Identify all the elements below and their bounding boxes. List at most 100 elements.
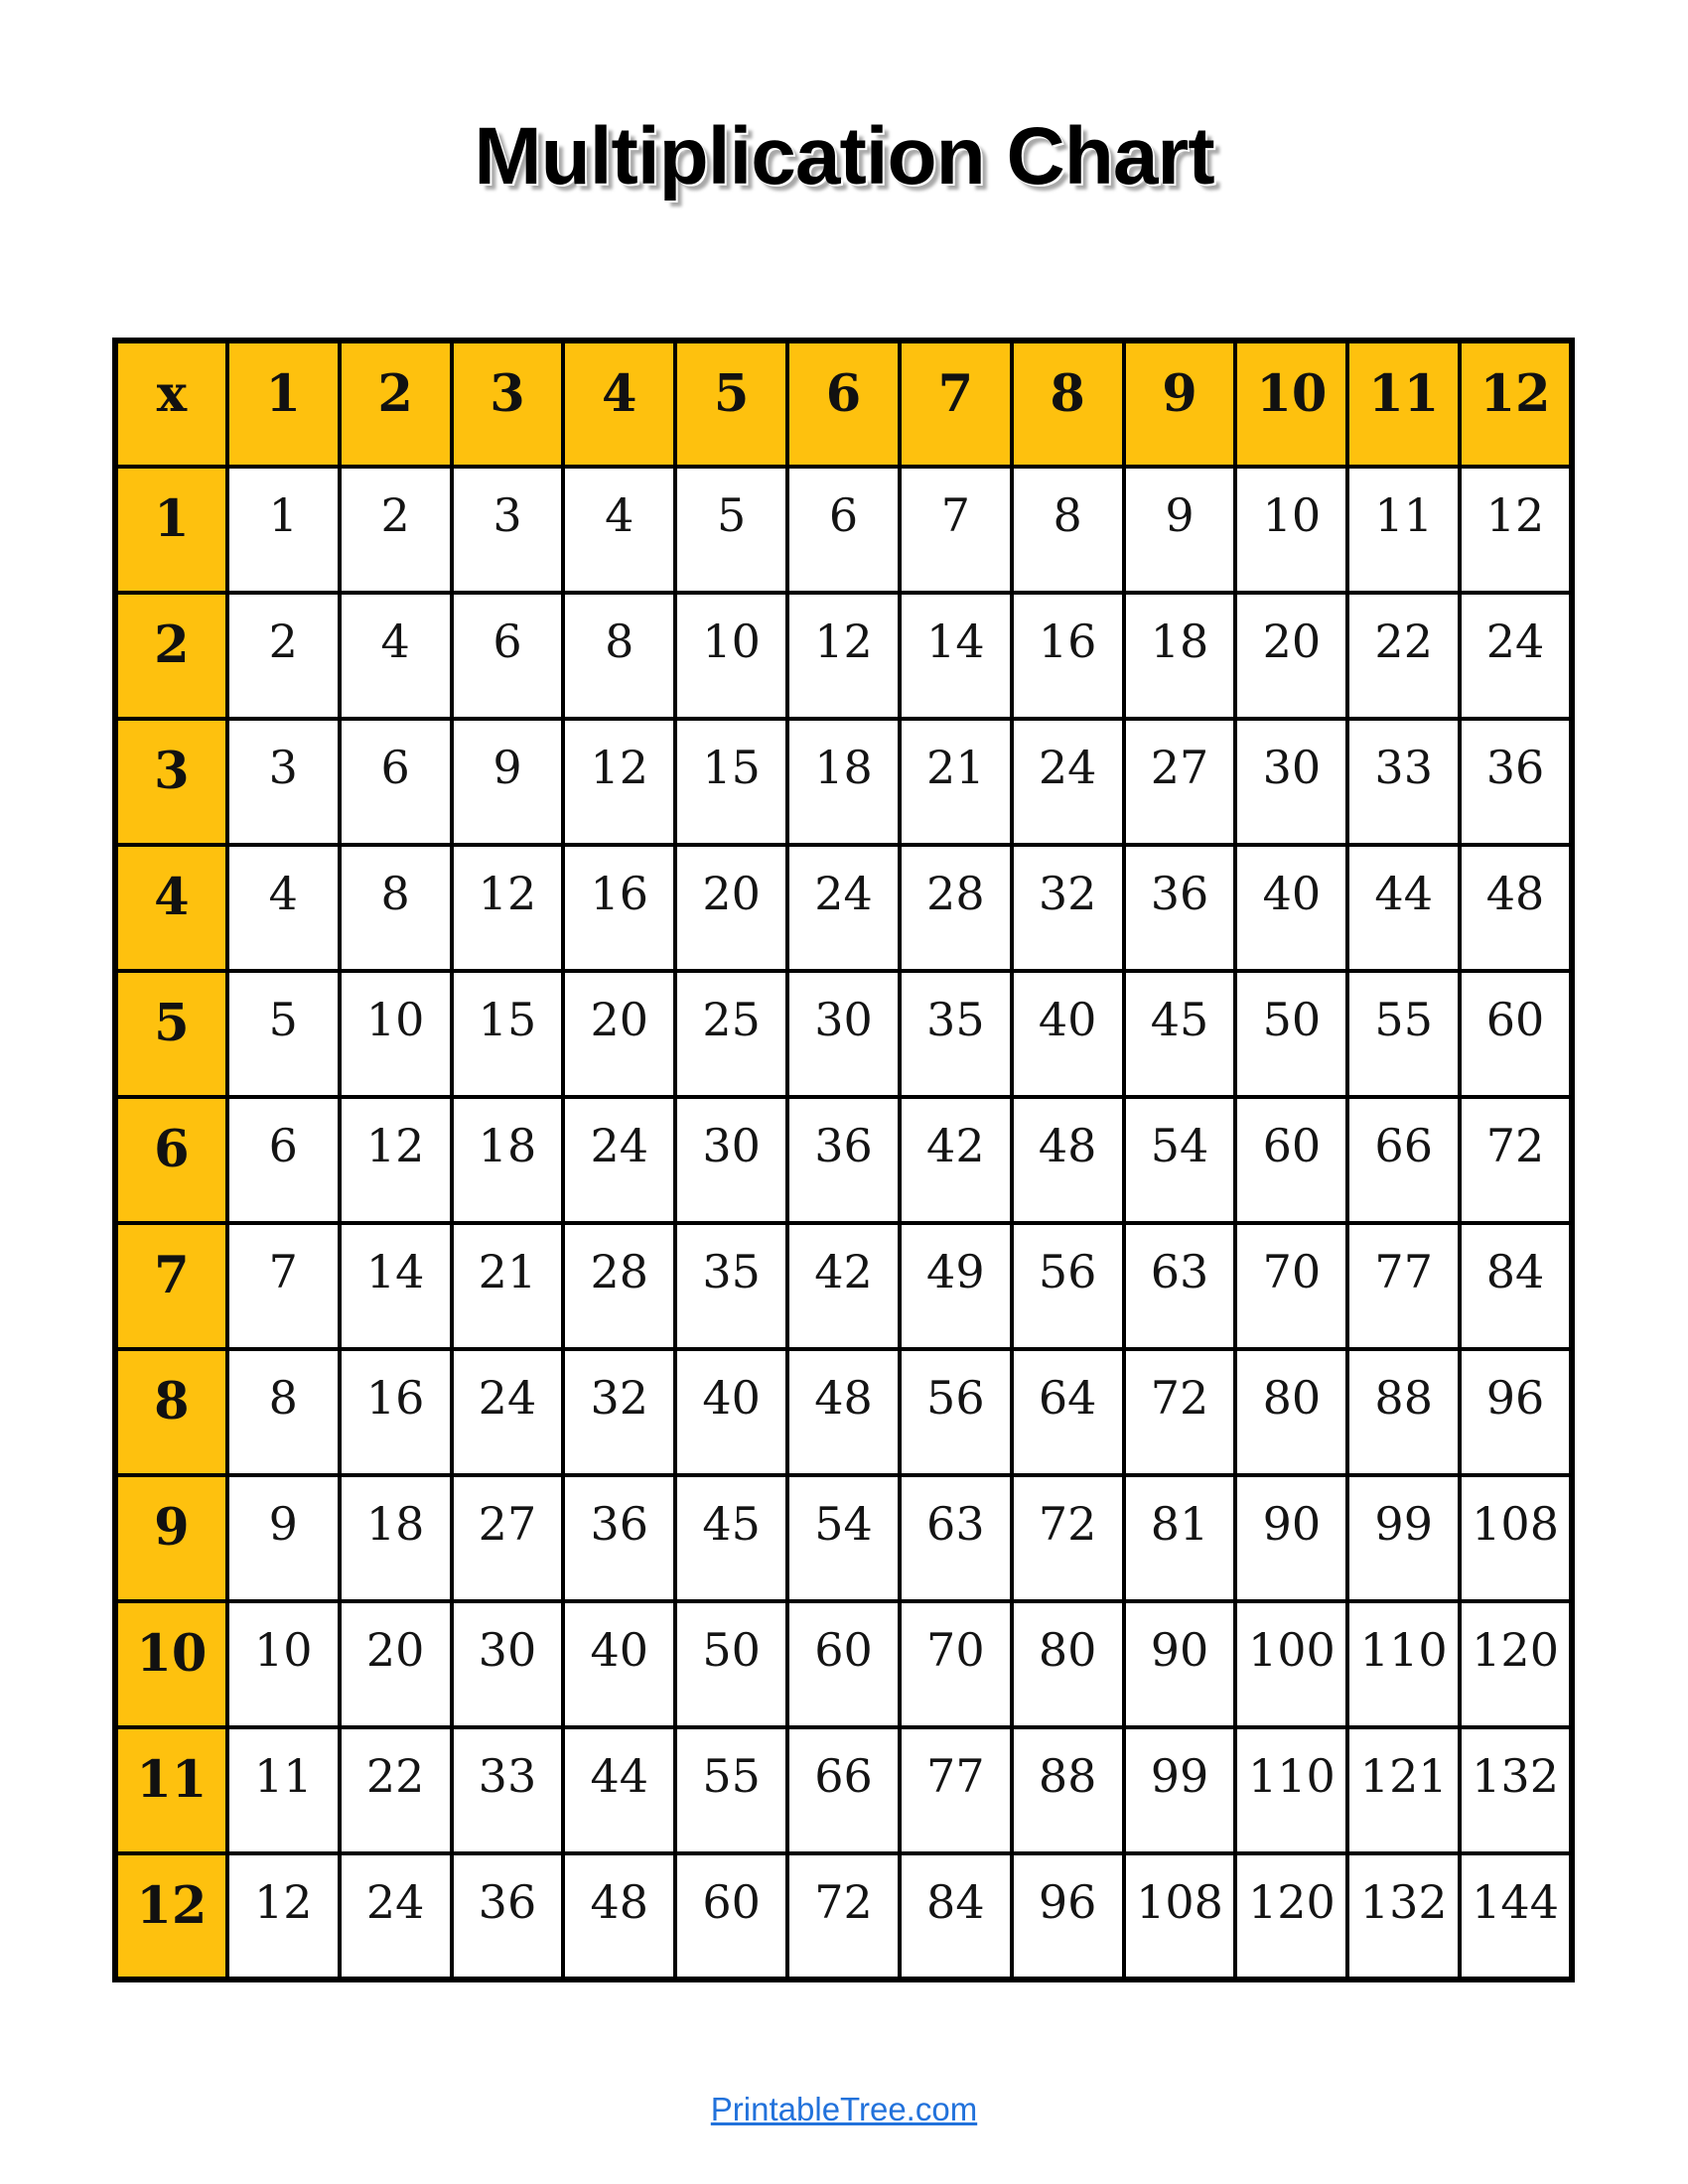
product-cell: 28 [561, 1221, 678, 1351]
table-row: 8 8 16 24 32 40 48 56 64 72 80 88 96 [113, 1347, 1574, 1477]
product-cell: 35 [673, 1221, 790, 1351]
product-cell: 48 [561, 1851, 678, 1981]
product-cell: 35 [897, 969, 1014, 1099]
product-cell: 56 [897, 1347, 1014, 1477]
col-header-cell: 6 [785, 339, 902, 469]
product-cell: 30 [1233, 717, 1350, 847]
product-cell: 11 [1345, 465, 1463, 595]
product-cell: 64 [1009, 1347, 1126, 1477]
product-cell: 90 [1121, 1599, 1238, 1729]
product-cell: 10 [673, 591, 790, 721]
product-cell: 22 [1345, 591, 1463, 721]
product-cell: 108 [1121, 1851, 1238, 1981]
footer-link[interactable]: PrintableTree.com [710, 2091, 978, 2127]
product-cell: 56 [1009, 1221, 1126, 1351]
product-cell: 30 [673, 1095, 790, 1225]
product-cell: 6 [337, 717, 454, 847]
product-cell: 4 [561, 465, 678, 595]
col-header-cell: 10 [1233, 339, 1350, 469]
table-row: 9 9 18 27 36 45 54 63 72 81 90 99 108 [113, 1473, 1574, 1603]
product-cell: 36 [1458, 717, 1574, 847]
product-cell: 132 [1345, 1851, 1463, 1981]
product-cell: 96 [1458, 1347, 1574, 1477]
col-header-cell: 11 [1345, 339, 1463, 469]
product-cell: 40 [1233, 843, 1350, 973]
product-cell: 80 [1009, 1599, 1126, 1729]
product-cell: 54 [785, 1473, 902, 1603]
product-cell: 10 [1233, 465, 1350, 595]
product-cell: 81 [1121, 1473, 1238, 1603]
col-header-cell: 2 [337, 339, 454, 469]
product-cell: 9 [449, 717, 566, 847]
product-cell: 40 [561, 1599, 678, 1729]
product-cell: 55 [1345, 969, 1463, 1099]
product-cell: 16 [561, 843, 678, 973]
product-cell: 15 [673, 717, 790, 847]
product-cell: 3 [224, 717, 342, 847]
row-header-cell: 4 [113, 843, 229, 973]
row-header-cell: 10 [113, 1599, 229, 1729]
product-cell: 36 [449, 1851, 566, 1981]
product-cell: 6 [224, 1095, 342, 1225]
product-cell: 8 [224, 1347, 342, 1477]
product-cell: 77 [897, 1725, 1014, 1855]
col-header-cell: 12 [1458, 339, 1574, 469]
product-cell: 18 [1121, 591, 1238, 721]
product-cell: 7 [897, 465, 1014, 595]
product-cell: 54 [1121, 1095, 1238, 1225]
product-cell: 7 [224, 1221, 342, 1351]
product-cell: 12 [1458, 465, 1574, 595]
page-title: Multiplication Chart [474, 110, 1214, 202]
product-cell: 21 [449, 1221, 566, 1351]
product-cell: 33 [449, 1725, 566, 1855]
product-cell: 110 [1233, 1725, 1350, 1855]
row-header-cell: 8 [113, 1347, 229, 1477]
product-cell: 22 [337, 1725, 454, 1855]
product-cell: 70 [1233, 1221, 1350, 1351]
product-cell: 42 [785, 1221, 902, 1351]
product-cell: 4 [224, 843, 342, 973]
col-header-cell: 3 [449, 339, 566, 469]
product-cell: 60 [1233, 1095, 1350, 1225]
product-cell: 121 [1345, 1725, 1463, 1855]
product-cell: 8 [337, 843, 454, 973]
product-cell: 120 [1458, 1599, 1574, 1729]
table-header-row: x 1 2 3 4 5 6 7 8 9 10 11 12 [113, 339, 1574, 469]
row-header-cell: 1 [113, 465, 229, 595]
product-cell: 72 [1458, 1095, 1574, 1225]
product-cell: 77 [1345, 1221, 1463, 1351]
product-cell: 24 [337, 1851, 454, 1981]
product-cell: 12 [337, 1095, 454, 1225]
product-cell: 88 [1345, 1347, 1463, 1477]
footer: PrintableTree.com [0, 2091, 1688, 2128]
product-cell: 63 [1121, 1221, 1238, 1351]
product-cell: 72 [1009, 1473, 1126, 1603]
product-cell: 24 [449, 1347, 566, 1477]
table-row: 6 6 12 18 24 30 36 42 48 54 60 66 72 [113, 1095, 1574, 1225]
product-cell: 8 [1009, 465, 1126, 595]
table-row: 5 5 10 15 20 25 30 35 40 45 50 55 60 [113, 969, 1574, 1099]
product-cell: 55 [673, 1725, 790, 1855]
product-cell: 9 [224, 1473, 342, 1603]
product-cell: 25 [673, 969, 790, 1099]
product-cell: 15 [449, 969, 566, 1099]
product-cell: 20 [337, 1599, 454, 1729]
product-cell: 60 [673, 1851, 790, 1981]
product-cell: 24 [785, 843, 902, 973]
product-cell: 132 [1458, 1725, 1574, 1855]
row-header-cell: 9 [113, 1473, 229, 1603]
product-cell: 108 [1458, 1473, 1574, 1603]
product-cell: 32 [561, 1347, 678, 1477]
product-cell: 50 [1233, 969, 1350, 1099]
product-cell: 42 [897, 1095, 1014, 1225]
product-cell: 60 [1458, 969, 1574, 1099]
product-cell: 100 [1233, 1599, 1350, 1729]
product-cell: 45 [1121, 969, 1238, 1099]
product-cell: 48 [1458, 843, 1574, 973]
product-cell: 10 [224, 1599, 342, 1729]
product-cell: 20 [673, 843, 790, 973]
product-cell: 36 [1121, 843, 1238, 973]
product-cell: 48 [1009, 1095, 1126, 1225]
table-row: 7 7 14 21 28 35 42 49 56 63 70 77 84 [113, 1221, 1574, 1351]
